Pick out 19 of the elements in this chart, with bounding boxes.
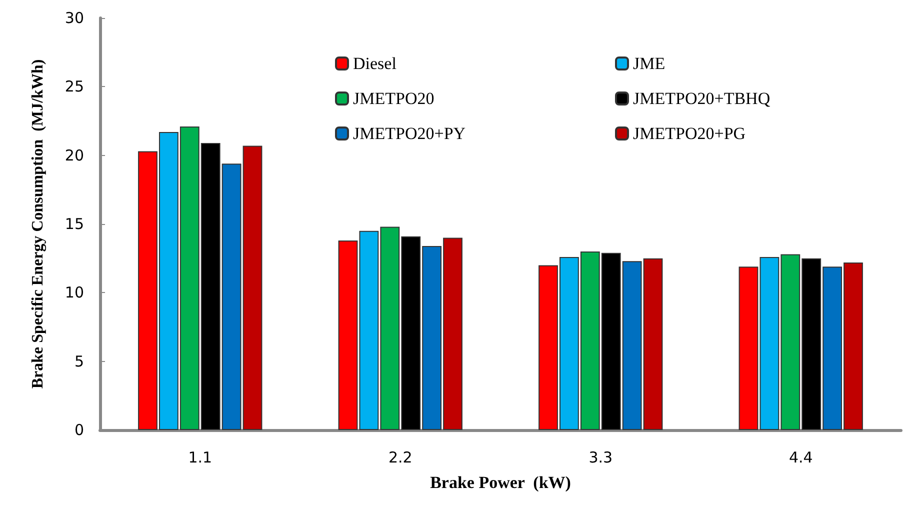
legend-label: JMETPO20+TBHQ bbox=[633, 89, 770, 108]
x-axis-title: Brake Power (kW) bbox=[430, 473, 571, 492]
y-tick-label: 15 bbox=[64, 215, 84, 233]
legend-label: Diesel bbox=[353, 54, 397, 73]
x-tick-label: 1.1 bbox=[188, 448, 212, 466]
x-tick-label: 3.3 bbox=[588, 448, 613, 466]
y-tick-label: 10 bbox=[64, 284, 84, 302]
y-tick-label: 30 bbox=[64, 9, 84, 27]
legend-label: JMETPO20+PG bbox=[633, 124, 746, 143]
y-tick-label: 0 bbox=[74, 421, 84, 439]
x-tick-label: 4.4 bbox=[788, 448, 813, 466]
legend-label: JME bbox=[633, 54, 666, 73]
y-axis-title: Brake Specific Energy Consumption (MJ/kWh) bbox=[30, 59, 46, 389]
y-tick-label: 5 bbox=[74, 352, 84, 370]
y-tick-label: 20 bbox=[64, 146, 84, 164]
x-tick-label: 2.2 bbox=[388, 448, 412, 466]
y-tick-label: 25 bbox=[64, 78, 84, 96]
legend-label: JMETPO20+PY bbox=[353, 124, 466, 143]
legend-label: JMETPO20 bbox=[353, 89, 434, 108]
